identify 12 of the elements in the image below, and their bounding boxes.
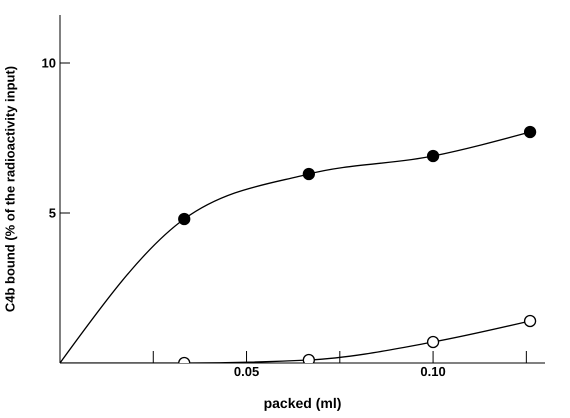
y-tick-label: 5	[48, 206, 56, 221]
point	[524, 126, 536, 138]
point	[426, 150, 440, 162]
point	[524, 314, 536, 328]
x-tick-label: 0.05	[234, 364, 260, 380]
y-tick-label: 10	[42, 56, 56, 71]
y-axis-title: C4b bound (% of the radioactivity input)	[2, 66, 18, 312]
point	[178, 212, 190, 226]
point	[302, 168, 315, 180]
x-axis-title: packed (ml)	[264, 395, 342, 411]
x-tick-label: 0.10	[420, 364, 446, 380]
point	[426, 336, 440, 348]
